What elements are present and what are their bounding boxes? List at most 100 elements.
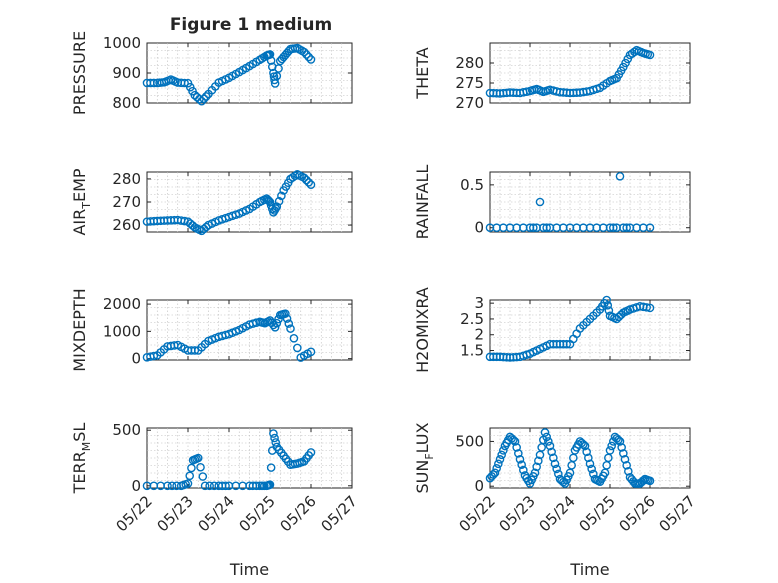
data-point xyxy=(284,319,294,328)
data-point xyxy=(185,471,195,481)
y-axis-label-main: AIR xyxy=(70,209,89,236)
series-markers xyxy=(142,170,316,236)
data-point xyxy=(187,463,196,473)
data-point xyxy=(550,459,560,469)
series-markers xyxy=(142,429,316,491)
data-point xyxy=(274,196,284,206)
data-point xyxy=(272,202,282,211)
data-point xyxy=(519,465,528,475)
data-point xyxy=(603,300,613,310)
y-axis-label: H2OMIXRA xyxy=(413,287,432,373)
data-point xyxy=(272,318,282,328)
data-point xyxy=(509,435,518,445)
figure-title: Figure 1 medium xyxy=(170,15,332,35)
data-point xyxy=(584,453,593,463)
y-tick-label: 3 xyxy=(474,294,484,312)
data-point xyxy=(542,432,551,442)
y-tick-label: 0 xyxy=(474,219,484,237)
data-point xyxy=(579,440,588,449)
data-point xyxy=(535,197,545,207)
data-point xyxy=(252,481,261,491)
series-markers xyxy=(142,43,316,106)
series-markers xyxy=(485,295,655,362)
data-point xyxy=(542,223,551,233)
data-point xyxy=(221,481,230,491)
data-point xyxy=(512,443,521,452)
data-point xyxy=(306,55,316,64)
subplot-1: 800 900 1000 PRESSURE xyxy=(70,31,353,115)
y-tick-label: 800 xyxy=(112,94,141,112)
data-point xyxy=(547,447,556,457)
subplot-4: 0 0.5 RAINFALL xyxy=(413,165,691,240)
data-point xyxy=(497,450,506,460)
data-point xyxy=(514,449,523,458)
y-axis-label: RAINFALL xyxy=(413,165,432,240)
y-axis-label-main: H2OMIXRA xyxy=(413,287,432,373)
data-point xyxy=(209,481,219,491)
data-point xyxy=(196,462,205,472)
y-tick-label: 500 xyxy=(455,432,484,450)
data-point xyxy=(302,175,311,185)
x-axis-label: Time xyxy=(229,560,269,579)
data-point xyxy=(281,309,290,318)
data-point xyxy=(299,173,309,183)
data-point xyxy=(540,428,550,437)
y-axis-label-main: THETA xyxy=(413,47,432,99)
series-markers xyxy=(485,45,655,98)
y-tick-label: 0 xyxy=(474,477,484,495)
data-point xyxy=(645,50,655,60)
data-point xyxy=(645,223,655,233)
data-point xyxy=(490,468,500,478)
series-markers xyxy=(485,428,655,488)
x-axis-label: Time xyxy=(569,560,609,579)
y-axis-label: AIRTEMP xyxy=(70,168,93,235)
data-point xyxy=(622,223,631,233)
subplot-6: 1.522.53 H2OMIXRA xyxy=(413,287,691,373)
data-point xyxy=(602,295,611,305)
data-point xyxy=(619,449,628,458)
data-point xyxy=(615,437,625,446)
subplot-3: 260 270 280 AIRTEMP xyxy=(70,168,353,236)
data-point xyxy=(580,441,590,451)
y-tick-label: 0 xyxy=(131,350,141,368)
data-point xyxy=(614,435,623,445)
y-axis-label: TERRMSL xyxy=(70,423,93,495)
y-tick-label: 260 xyxy=(112,216,141,234)
y-axis-label: SUNFLUX xyxy=(413,422,436,493)
y-axis-label-subscript: F xyxy=(423,453,436,459)
data-point xyxy=(269,429,278,438)
y-tick-label: 270 xyxy=(455,94,484,112)
data-point xyxy=(515,455,525,464)
data-point xyxy=(183,479,193,488)
data-point xyxy=(306,180,316,189)
data-point xyxy=(265,50,275,59)
data-point xyxy=(277,191,286,201)
series-markers xyxy=(485,171,655,233)
data-point xyxy=(545,441,555,451)
y-axis-label-subscript: M xyxy=(80,442,93,452)
data-point xyxy=(534,456,543,466)
data-point xyxy=(286,324,295,333)
data-point xyxy=(585,459,595,469)
data-point xyxy=(149,78,159,88)
data-point xyxy=(492,463,501,473)
y-axis-label-main: SUN xyxy=(413,460,432,494)
data-point xyxy=(167,481,177,491)
data-point xyxy=(522,87,531,96)
data-point xyxy=(562,339,571,349)
data-point xyxy=(517,460,526,470)
y-tick-label: 0 xyxy=(131,477,141,495)
data-point xyxy=(282,314,292,323)
data-point xyxy=(266,463,276,472)
data-point xyxy=(304,52,314,62)
data-point xyxy=(617,443,626,452)
data-point xyxy=(293,343,302,353)
y-axis-label: PRESSURE xyxy=(70,31,89,115)
subplot-2: 270 275 280 THETA xyxy=(413,42,691,112)
data-point xyxy=(554,469,563,479)
plot-area xyxy=(489,171,691,233)
y-axis-label: MIXDEPTH xyxy=(70,288,89,371)
data-point xyxy=(587,464,596,474)
data-point xyxy=(149,351,159,361)
